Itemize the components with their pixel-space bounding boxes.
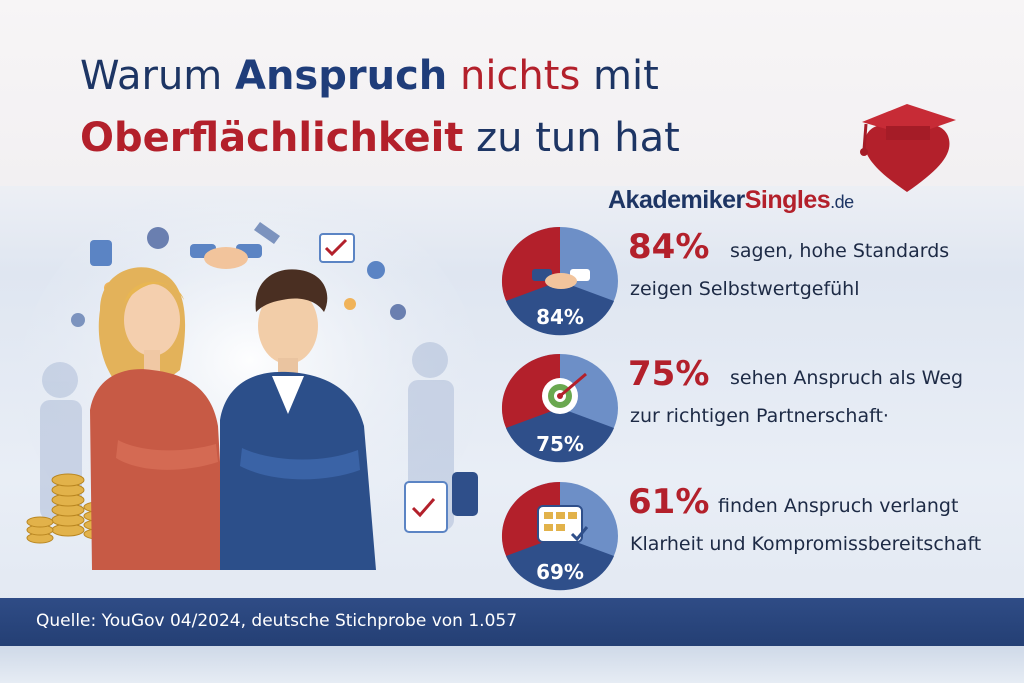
title-word-oberflaechlichkeit: Oberflächlichkeit <box>80 115 464 161</box>
pie-chart-1 <box>501 226 618 336</box>
couple-illustration <box>20 200 480 580</box>
stat-item-2: 75% 75% sehen Anspruch als Weg zur richt… <box>500 352 1020 463</box>
heart-graduation-cap-icon <box>860 104 956 192</box>
title-rest: zu tun hat <box>463 115 680 161</box>
stat-text-3-line-1: finden Anspruch verlangt <box>718 495 959 517</box>
source-note: Quelle: YouGov 04/2024, deutsche Stichpr… <box>36 611 518 631</box>
woman-figure <box>90 267 226 570</box>
header-banner <box>0 0 1024 186</box>
title-word-nichts: nichts <box>447 53 581 99</box>
title-word-mit: mit <box>580 53 659 99</box>
pie-label-2: 75% <box>536 432 584 456</box>
stat-text-1-line-2: zeigen Selbstwertgefühl <box>630 278 860 300</box>
pie-chart-2 <box>501 354 618 463</box>
stat-text-2-line-2: zur richtigen Partnerschaft· <box>630 405 889 427</box>
page-title-line-1: Warum Anspruch nichts mit <box>80 52 659 100</box>
man-figure <box>220 269 376 570</box>
bottom-band <box>0 646 1024 683</box>
planner-icon <box>537 505 589 543</box>
stat-percent-2: 75% <box>628 354 710 394</box>
title-word-anspruch: Anspruch <box>234 53 448 99</box>
title-word-warum: Warum <box>80 53 235 99</box>
handshake-icon <box>190 244 262 269</box>
footer-bar: Quelle: YouGov 04/2024, deutsche Stichpr… <box>0 598 1024 646</box>
brand-part-singles: Singles <box>744 186 831 214</box>
pie-label-1: 84% <box>536 305 584 329</box>
brand-part-akademiker: Akademiker <box>608 186 745 214</box>
page-title-line-2: Oberflächlichkeit zu tun hat <box>80 114 680 162</box>
pie-chart-3 <box>501 482 618 591</box>
pie-label-3: 69% <box>536 560 584 584</box>
handshake-icon <box>532 269 590 289</box>
stat-item-3: 69% 61% finden Anspruch verlangt Klarhei… <box>500 480 1020 591</box>
stat-text-3-line-2: Klarheit und Kompromissbereitschaft <box>630 533 982 555</box>
clipboard-icon <box>404 472 478 533</box>
stat-percent-1: 84% <box>628 227 710 267</box>
target-icon <box>542 372 587 414</box>
brand-part-de: .de <box>830 192 854 212</box>
stat-text-1-line-1: sagen, hohe Standards <box>730 240 950 262</box>
stat-percent-3: 61% <box>628 482 710 522</box>
stat-text-2-line-1: sehen Anspruch als Weg <box>730 367 964 389</box>
brand-logo-text: AkademikerSingles.de <box>608 186 854 215</box>
stat-item-1: 84% 84% sagen, hohe Standards zeigen Sel… <box>500 225 1020 336</box>
